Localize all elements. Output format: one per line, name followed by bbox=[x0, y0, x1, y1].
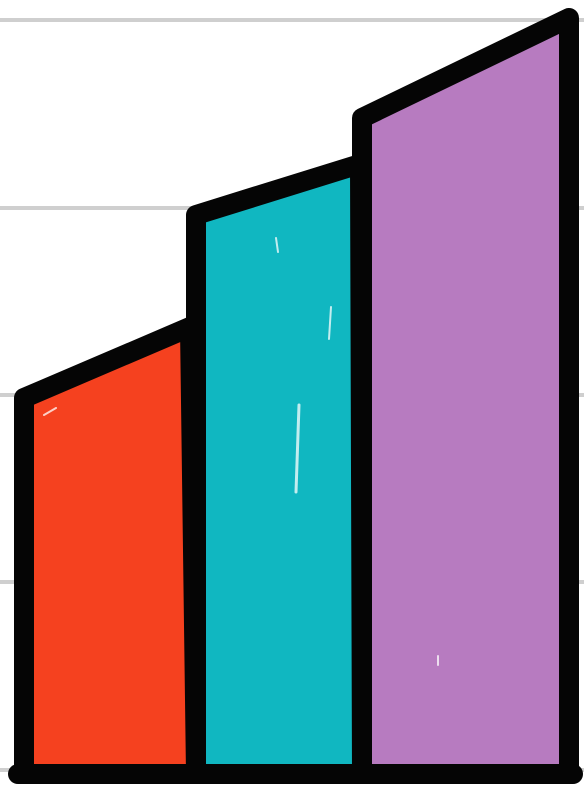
bar-right bbox=[362, 18, 569, 774]
sketch-mark-4 bbox=[43, 407, 57, 416]
bar-left bbox=[24, 327, 196, 774]
bar-middle bbox=[196, 164, 362, 774]
sketch-mark-1 bbox=[294, 403, 301, 494]
sketch-highlights bbox=[43, 237, 439, 666]
sketch-mark-2 bbox=[328, 306, 332, 340]
sketch-mark-3 bbox=[275, 237, 279, 253]
bars bbox=[24, 18, 569, 774]
outlines bbox=[8, 8, 583, 784]
